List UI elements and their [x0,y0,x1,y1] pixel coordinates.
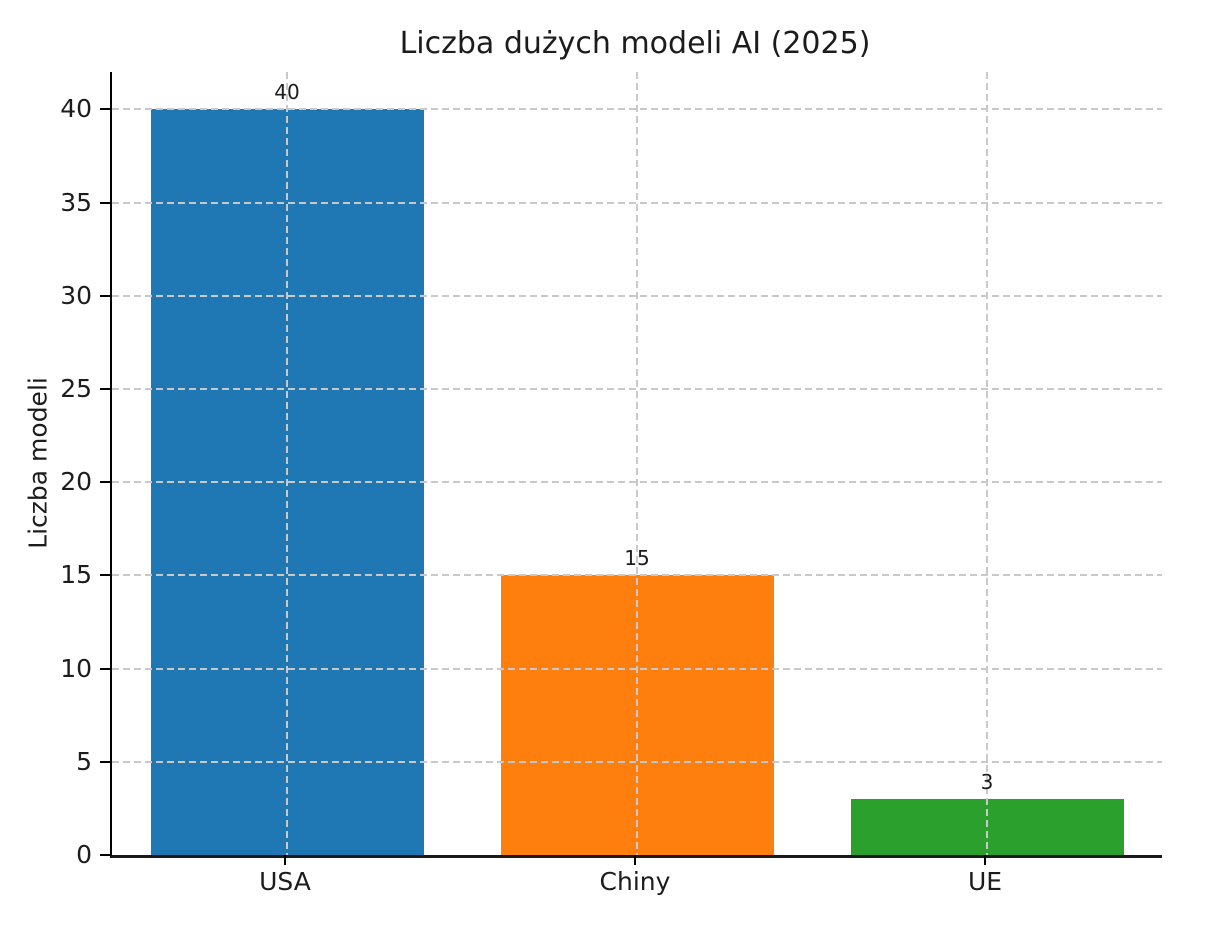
y-tick-mark [100,201,110,204]
x-tick-mark [634,855,636,865]
y-tick-label: 35 [60,187,92,217]
x-tick-mark [284,855,286,865]
x-tick-label: USA [259,867,311,896]
x-tick-label: UE [967,867,1003,896]
y-tick-mark [100,387,110,390]
y-tick-label: 5 [76,746,92,776]
y-tick-label: 20 [60,467,92,497]
bar-value-label: 3 [980,770,994,795]
x-tick-label: Chiny [599,867,671,896]
y-tick-label: 25 [60,373,92,403]
y-tick-label: 10 [60,653,92,683]
y-tick-mark [100,481,110,484]
y-tick-label: 40 [60,94,92,124]
gridline-vertical [986,72,988,855]
x-tick-mark [984,855,986,865]
y-tick-mark [100,667,110,670]
y-tick-label: 30 [60,280,92,310]
y-tick-mark [100,108,110,111]
bar-value-label: 40 [274,80,300,105]
y-tick-mark [100,760,110,763]
y-tick-label: 0 [76,840,92,869]
gridline-vertical [636,72,638,855]
y-tick-mark [100,294,110,297]
chart-title: Liczba dużych modeli AI (2025) [399,26,871,61]
y-tick-mark [100,854,110,856]
y-tick-label: 15 [60,560,92,590]
bar-value-label: 15 [624,546,650,571]
plot-area: 40 15 3 [110,72,1162,858]
y-tick-mark [100,574,110,577]
gridline-vertical [286,72,288,855]
